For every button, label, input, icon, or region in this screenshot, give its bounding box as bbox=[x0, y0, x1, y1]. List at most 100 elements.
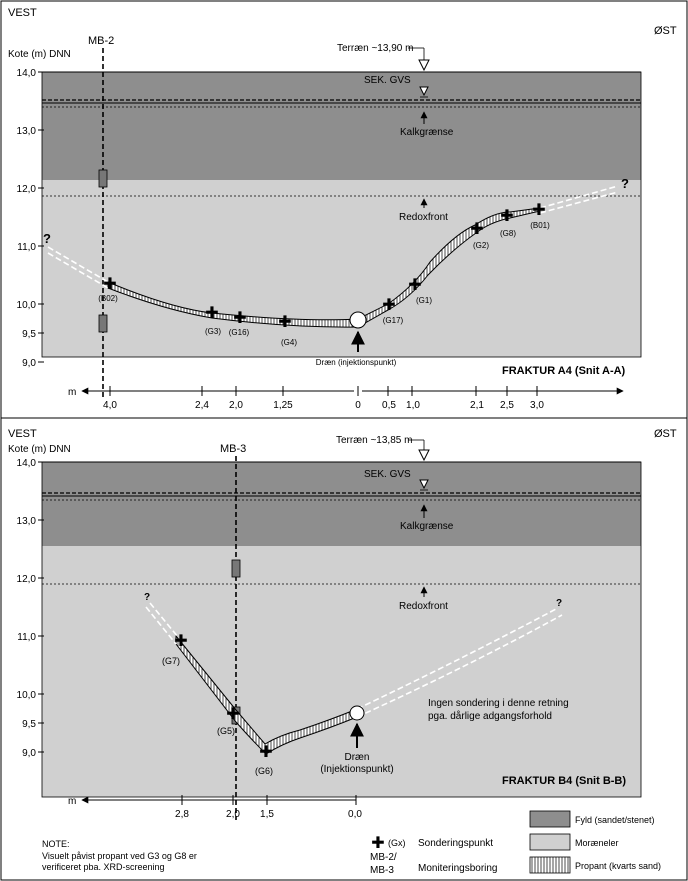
plot-frame bbox=[41, 461, 642, 798]
east-label: ØST bbox=[654, 25, 677, 37]
fill-layer bbox=[42, 462, 641, 546]
y-tick-label: 10,0 bbox=[17, 300, 37, 311]
legend-mb: MB-2/ bbox=[370, 852, 397, 863]
legend-swatch-propant bbox=[529, 856, 571, 874]
note-line: Visuelt påvist propant ved G3 og G8 er bbox=[42, 851, 197, 861]
point-label: (G8) bbox=[500, 229, 516, 238]
cross-icon: ✚ bbox=[174, 633, 187, 650]
west-label: VEST bbox=[8, 428, 37, 440]
y-tick-label: 12,0 bbox=[17, 184, 37, 195]
axis-unit: m bbox=[68, 796, 76, 807]
drain-label: Dræn bbox=[344, 752, 369, 763]
note-line: verificeret pba. XRD-screening bbox=[42, 862, 165, 872]
unknown-extension-west bbox=[145, 602, 179, 645]
kalk-label: Kalkgrænse bbox=[400, 127, 454, 138]
cross-icon: ✚ bbox=[470, 221, 483, 238]
west-label: VEST bbox=[8, 7, 37, 19]
note-heading: NOTE: bbox=[42, 839, 70, 849]
no-sounding-note: pga. dårlige adgangsforhold bbox=[428, 710, 552, 722]
cross-icon: ✚ bbox=[408, 277, 421, 294]
y-tick-label: 13,0 bbox=[17, 126, 37, 137]
no-sounding-note: Ingen sondering i denne retning bbox=[428, 698, 569, 709]
y-axis-title: Kote (m) DNN bbox=[8, 444, 71, 455]
distance-label: 1,5 bbox=[260, 809, 274, 820]
cross-icon: ✚ bbox=[259, 744, 272, 761]
y-tick-label: 13,0 bbox=[17, 516, 37, 527]
axis-unit: m bbox=[68, 387, 76, 398]
plot-frame bbox=[41, 71, 642, 358]
y-tick-label: 9,5 bbox=[22, 329, 36, 340]
question-mark: ? bbox=[556, 598, 562, 609]
question-mark: ? bbox=[144, 592, 150, 603]
distance-label: 2,1 bbox=[470, 400, 484, 411]
cross-icon: ✚ bbox=[103, 276, 116, 293]
legend-fyld: Fyld (sandet/stenet) bbox=[575, 815, 655, 825]
cross-icon: ✚ bbox=[532, 202, 545, 219]
kalk-label: Kalkgrænse bbox=[400, 521, 454, 532]
y-ticks: 14,0 13,0 12,0 11,0 10,0 9,5 9,0 bbox=[17, 68, 44, 369]
drain-point bbox=[349, 705, 365, 721]
distance-label: 0 bbox=[355, 400, 361, 411]
sounding-points: ✚ (B02) ✚ (G3) ✚ (G16) ✚ (G4) ✚ (G17) ✚ … bbox=[98, 202, 550, 347]
distance-label: 2,0 bbox=[229, 400, 243, 411]
gvs-label: SEK. GVS bbox=[364, 75, 411, 86]
y-tick-label: 11,0 bbox=[17, 632, 36, 643]
screen-marker bbox=[231, 559, 241, 578]
section-top: VEST ØST Kote (m) DNN 14,0 13,0 12,0 11,… bbox=[8, 7, 677, 411]
gvs-label: SEK. GVS bbox=[364, 469, 411, 480]
terrain-marker-icon bbox=[418, 59, 430, 72]
redox-label: Redoxfront bbox=[399, 212, 448, 223]
cross-icon: ✚ bbox=[371, 835, 384, 852]
unknown-extension-east bbox=[356, 608, 563, 718]
distance-label: 2,5 bbox=[500, 400, 514, 411]
section-bottom: VEST ØST Kote (m) DNN 14,0 13,0 12,0 11,… bbox=[8, 428, 677, 820]
legend-swatch-moraine bbox=[529, 833, 571, 851]
terrain-label: Terræn ~13,90 m bbox=[337, 43, 413, 54]
distance-ticks: 2,8 2,0 1,5 0,0 bbox=[175, 795, 362, 820]
gvs-marker-icon bbox=[419, 86, 429, 97]
y-ticks: 14,0 13,0 12,0 11,0 10,0 9,5 9,0 bbox=[17, 458, 44, 759]
distance-label: 0,5 bbox=[382, 400, 396, 411]
fracture-b4 bbox=[175, 634, 358, 755]
drain-label: Dræn (injektionspunkt) bbox=[316, 358, 397, 367]
point-label: (G4) bbox=[281, 338, 297, 347]
drain-sublabel: (Injektionspunkt) bbox=[320, 764, 393, 775]
point-label: (G16) bbox=[229, 328, 250, 337]
sounding-points: ✚ (G7) ✚ (G5) ✚ (G6) bbox=[162, 633, 273, 776]
question-mark: ? bbox=[621, 176, 629, 191]
unknown-extension-west bbox=[47, 246, 109, 289]
distance-label: 0,0 bbox=[348, 809, 362, 820]
distance-label: 3,0 bbox=[530, 400, 544, 411]
east-label: ØST bbox=[654, 428, 677, 440]
distance-label: 1,25 bbox=[273, 400, 293, 411]
distance-label: 2,8 bbox=[175, 809, 189, 820]
gvs-marker-icon bbox=[419, 479, 429, 490]
point-label: (G1) bbox=[416, 296, 432, 305]
screen-marker bbox=[98, 169, 108, 188]
fracture-a4 bbox=[107, 207, 541, 328]
cross-icon: ✚ bbox=[382, 297, 395, 314]
legend-propant: Propant (kvarts sand) bbox=[575, 861, 661, 871]
y-axis-title: Kote (m) DNN bbox=[8, 49, 71, 60]
y-tick-label: 14,0 bbox=[17, 68, 37, 79]
legend-sondering: Sonderingspunkt bbox=[418, 838, 493, 849]
cross-icon: ✚ bbox=[500, 208, 513, 225]
y-tick-label: 9,5 bbox=[22, 719, 36, 730]
terrain-label: Terræn ~13,85 m bbox=[336, 435, 412, 446]
point-label: (G3) bbox=[205, 327, 221, 336]
moraine-layer bbox=[42, 546, 641, 797]
fill-layer bbox=[42, 72, 641, 180]
cross-icon: ✚ bbox=[278, 314, 291, 331]
cross-icon: ✚ bbox=[233, 310, 246, 327]
point-label: (G2) bbox=[473, 241, 489, 250]
screen-marker bbox=[98, 314, 108, 333]
cross-icon: ✚ bbox=[226, 706, 239, 723]
legend-monitorering: Moniteringsboring bbox=[418, 863, 498, 874]
unknown-extension-east bbox=[539, 185, 619, 214]
section-title: FRAKTUR B4 (Snit B-B) bbox=[502, 775, 626, 787]
legend-moraene: Moræneler bbox=[575, 838, 619, 848]
y-tick-label: 12,0 bbox=[17, 574, 37, 585]
section-title: FRAKTUR A4 (Snit A-A) bbox=[502, 365, 626, 377]
distance-label: 4,0 bbox=[103, 400, 117, 411]
